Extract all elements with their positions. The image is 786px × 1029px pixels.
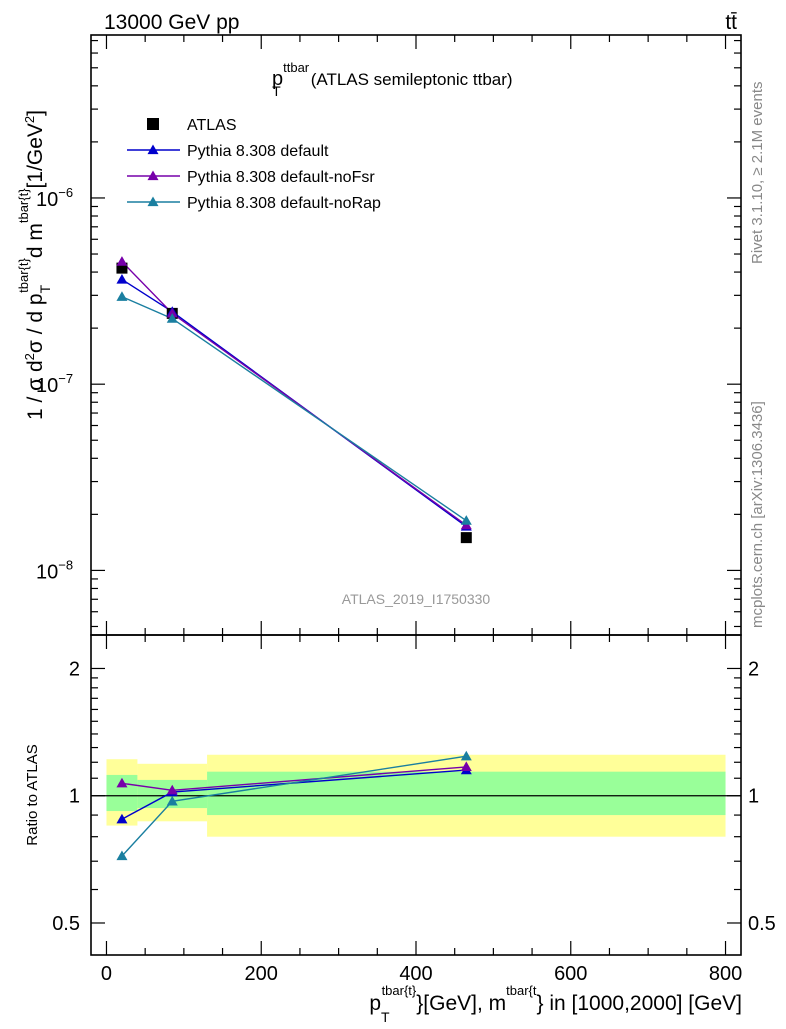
analysis-watermark: ATLAS_2019_I1750330	[342, 591, 491, 607]
xtick-label-1: 200	[245, 963, 278, 985]
y-label-sup-tbar: tbar{t}	[16, 258, 31, 293]
x-label-sup-tbar-2: tbar{t	[506, 983, 537, 998]
atlas-point-2	[460, 532, 472, 544]
rivet-label: Rivet 3.1.10, ≥ 2.1M events	[749, 82, 766, 265]
ratio-y-ticks: 0.5 0.5 1 1 2 2	[52, 658, 776, 935]
band-green-2	[207, 771, 726, 816]
legend-marker-0	[147, 144, 159, 155]
legend-label-atlas: ATLAS	[187, 117, 237, 134]
y-label-part-4: [1/GeV	[24, 123, 47, 188]
main-ytick-exp-0: −8	[58, 557, 73, 572]
legend-marker-2	[147, 196, 159, 207]
x-label-sub-t: T	[381, 1009, 390, 1024]
plot-title: pttbar T (ATLAS semileptonic ttbar)	[272, 60, 513, 99]
x-label-range: } in [1000,2000] [GeV]	[537, 992, 743, 1015]
legend-label-0: Pythia 8.308 default	[187, 143, 329, 160]
y-label-sup-tbar-2: tbar{t}	[16, 188, 31, 223]
ratio-marker-series-2-2	[460, 750, 472, 761]
x-label-p: p	[369, 992, 381, 1015]
x-ticks: 0 200 400 600 800	[101, 35, 742, 985]
ratio-marker-series-1-1	[166, 784, 178, 795]
ratio-marker-series-2-1	[166, 795, 178, 806]
main-ytick-label-1: 10−7	[36, 371, 73, 397]
ratio-series-group	[116, 750, 472, 861]
legend-label-2: Pythia 8.308 default-noRap	[187, 195, 381, 212]
main-series-group	[116, 256, 472, 544]
main-marker-series-2-0	[116, 291, 128, 301]
ratio-ytick-label-left-2: 2	[69, 658, 80, 680]
main-ytick-base-0: 10	[36, 561, 58, 583]
main-y-ticks: 10−810−710−6	[36, 39, 741, 628]
ratio-y-label: Ratio to ATLAS	[24, 744, 41, 845]
main-marker-series-1-0	[116, 256, 128, 266]
x-label-unit: }[GeV], m	[416, 992, 506, 1015]
title-rest: (ATLAS semileptonic ttbar)	[311, 70, 513, 89]
legend-label-1: Pythia 8.308 default-noFsr	[187, 169, 375, 186]
y-label-part-2: σ / d p	[24, 293, 47, 353]
legend: ATLAS Pythia 8.308 default Pythia 8.308 de…	[127, 117, 381, 212]
ratio-marker-series-1-0	[116, 777, 128, 788]
atlas-point-0	[116, 262, 128, 274]
ratio-ytick-label-right-1: 1	[748, 786, 759, 808]
x-label-sup-tbar: tbar{t}	[382, 983, 417, 998]
xtick-label-0: 0	[101, 963, 112, 985]
main-ytick-exp-2: −6	[58, 185, 73, 200]
y-label-sub-t: T	[37, 284, 53, 293]
main-ytick-base-1: 10	[36, 375, 58, 397]
ratio-ytick-label-left-0: 0.5	[52, 913, 80, 935]
y-label-close: ]	[24, 110, 47, 116]
title-superscript: ttbar	[283, 60, 310, 75]
y-label-sup-2: 2	[22, 353, 37, 360]
xtick-label-4: 800	[709, 963, 742, 985]
main-ytick-label-0: 10−8	[36, 557, 73, 583]
main-line-series-2	[121, 296, 467, 522]
main-ytick-exp-1: −7	[58, 371, 73, 386]
legend-marker-atlas	[147, 118, 159, 130]
ratio-ytick-label-right-0: 0.5	[748, 913, 776, 935]
ratio-ytick-label-right-2: 2	[748, 658, 759, 680]
title-subscript: T	[272, 83, 281, 99]
x-axis-label: pTtbar{t}}[GeV], mtbar{t} in [1000,2000]…	[369, 983, 742, 1024]
y-label-sup-unit: 2	[22, 116, 37, 123]
header-left: 13000 GeV pp	[104, 11, 239, 34]
title-p: p	[272, 68, 283, 90]
y-label-part-3: d m	[24, 223, 47, 258]
xtick-label-2: 400	[399, 963, 432, 985]
ratio-marker-series-0-0	[116, 813, 128, 824]
main-y-label: 1 / σ d2σ / d pTtbar{t}d mtbar{t}[1/GeV2…	[16, 110, 53, 420]
ratio-marker-series-2-0	[116, 850, 128, 861]
legend-marker-1	[147, 170, 159, 181]
main-ytick-base-2: 10	[36, 189, 58, 211]
ratio-ytick-label-left-1: 1	[69, 786, 80, 808]
main-marker-series-1-1	[166, 307, 178, 318]
main-ytick-label-2: 10−6	[36, 185, 73, 211]
xtick-label-3: 600	[554, 963, 587, 985]
header-right: tt̄	[725, 11, 737, 34]
main-marker-series-2-1	[166, 313, 178, 323]
ratio-marker-series-1-2	[460, 761, 472, 772]
y-label-part-1: 1 / σ d	[24, 360, 47, 420]
main-marker-series-0-0	[116, 273, 128, 284]
main-marker-series-2-2	[460, 515, 472, 525]
mcplots-label: mcplots.cern.ch [arXiv:1306.3436]	[749, 401, 766, 628]
